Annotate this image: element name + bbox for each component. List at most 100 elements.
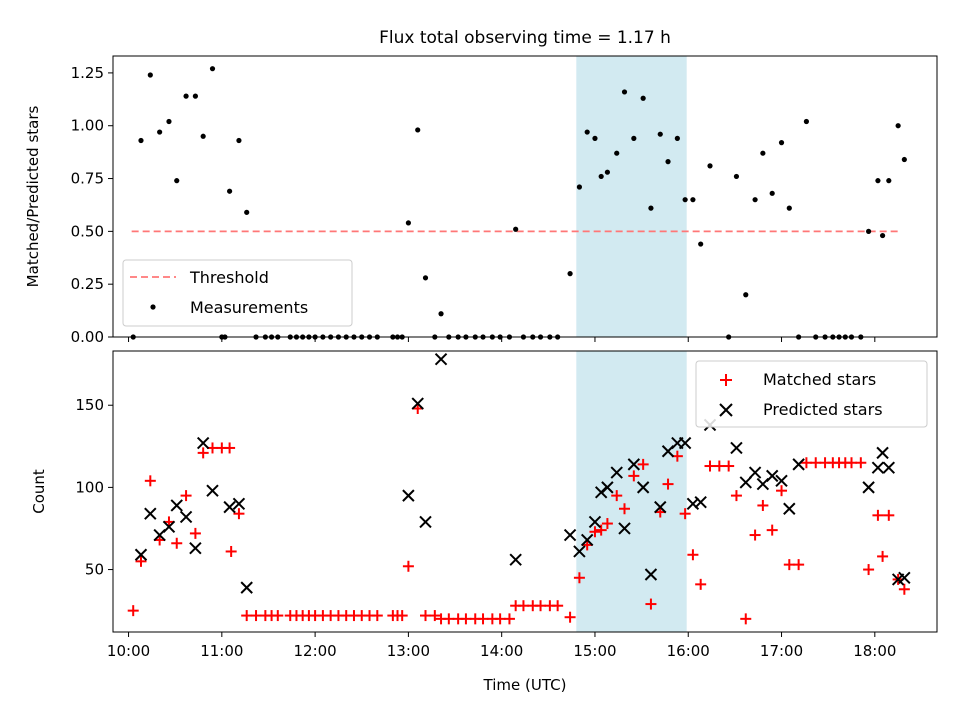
measurement-point (901, 156, 907, 163)
predicted-star-point (434, 353, 448, 366)
matched-star-point (589, 526, 601, 538)
matched-star-point (863, 564, 875, 576)
predicted-star-point (232, 497, 246, 511)
x-tick-label: 18:00 (853, 642, 896, 660)
predicted-star-point (240, 581, 253, 594)
matched-star-point (429, 610, 441, 622)
predicted-star-point (411, 397, 424, 410)
top-y-tick-label: 1.25 (71, 64, 104, 82)
x-tick-label: 13:00 (387, 642, 430, 660)
measurement-point (244, 209, 250, 215)
predicted-star-point (419, 515, 432, 529)
measurement-point (648, 205, 654, 211)
measurement-point (621, 89, 628, 95)
measurement-point (236, 137, 242, 144)
predicted-star-point (144, 507, 157, 520)
measurement-point (733, 173, 740, 180)
measurement-point (438, 311, 444, 317)
predicted-star-point (563, 528, 577, 542)
measurement-point (584, 129, 590, 135)
matched-star-point (477, 613, 489, 625)
matched-star-point (723, 460, 735, 472)
measurement-point (760, 150, 766, 156)
measurement-point (138, 137, 144, 144)
matched-star-point (611, 490, 623, 502)
matched-star-point (171, 537, 183, 549)
matched-star-point (535, 600, 547, 612)
bot-y-tick-label: 100 (75, 478, 104, 496)
bottom-y-ticks: 50 100 150 (75, 396, 113, 579)
matched-star-point (783, 559, 795, 571)
predicted-star-point (588, 515, 602, 529)
bottom-x-ticks: 10:00 11:00 12:00 13:00 14:00 15:00 16:00 17:00… (107, 632, 896, 660)
top-y-tick-label: 0.50 (71, 222, 104, 240)
measurement-point (657, 131, 663, 137)
x-tick-label: 15:00 (573, 642, 616, 660)
predicted-star-point (686, 497, 700, 511)
top-panel: 0.00 0.25 0.50 0.75 1.00 1.25 Matched/Predict… (24, 55, 938, 346)
measurement-point (422, 275, 429, 281)
predicted-star-point (862, 481, 875, 494)
top-y-tick-label: 1.00 (71, 117, 104, 135)
predicted-star-point (739, 476, 752, 489)
bottom-observing-window-shade (576, 351, 687, 632)
matched-star-point (601, 518, 613, 530)
measurement-point (157, 129, 163, 135)
predicted-star-point (196, 436, 210, 450)
measurement-point (682, 197, 688, 203)
matched-star-point (793, 559, 805, 571)
bottom-y-axis-label: Count (30, 469, 48, 514)
measurement-point (166, 118, 172, 125)
predicted-star-point (882, 461, 896, 474)
predicted-star-point (748, 466, 762, 479)
matched-star-point (877, 550, 889, 562)
x-tick-label: 16:00 (667, 642, 710, 660)
predicted-star-point (618, 522, 631, 535)
matched-star-point (766, 524, 778, 536)
predicted-star-point (134, 548, 148, 561)
matched-star-point (757, 499, 769, 511)
top-x-ticks (128, 337, 876, 342)
matched-star-point (776, 485, 788, 497)
matched-star-point (396, 610, 408, 622)
x-axis-label: Time (UTC) (483, 676, 567, 694)
matched-star-point (687, 549, 699, 561)
matched-star-point (180, 490, 192, 502)
measurement-point (879, 232, 886, 239)
predicted-star-point (678, 436, 692, 450)
predicted-star-point (162, 520, 176, 534)
predicted-star-point (573, 545, 586, 558)
predicted-star-point (775, 474, 788, 488)
matched-star-point (241, 610, 253, 622)
matched-star-point (224, 442, 236, 454)
measurement-point (690, 197, 696, 203)
bot-y-tick-label: 50 (85, 561, 104, 579)
bot-y-tick-label: 150 (75, 396, 104, 414)
matched-star-point (402, 560, 414, 572)
predicted-star-point (610, 466, 623, 479)
matched-star-point (637, 458, 649, 470)
predicted-star-point (765, 469, 779, 483)
predicted-star-point (644, 568, 658, 581)
x-tick-label: 10:00 (107, 642, 150, 660)
matched-star-point (619, 503, 631, 515)
matched-star-point (704, 460, 716, 472)
top-legend: Threshold Measurements (122, 259, 353, 327)
matched-star-point (419, 610, 431, 622)
x-tick-label: 14:00 (480, 642, 523, 660)
legend-matched-label: Matched stars (763, 370, 876, 389)
measurement-point (183, 93, 189, 99)
legend-threshold-label: Threshold (189, 268, 269, 287)
predicted-star-point (898, 571, 911, 584)
top-y-ticks: 0.00 0.25 0.50 0.75 1.00 1.25 (71, 64, 113, 346)
matched-star-point (872, 509, 884, 521)
matched-star-point (144, 475, 156, 487)
predicted-star-point (871, 461, 885, 474)
matched-star-point (628, 470, 640, 482)
legend-matched-swatch (720, 374, 732, 386)
bottom-legend: Matched stars Predicted stars (695, 360, 928, 428)
measurement-point (743, 292, 749, 298)
measurement-point (631, 135, 637, 141)
predicted-star-point (601, 481, 614, 494)
